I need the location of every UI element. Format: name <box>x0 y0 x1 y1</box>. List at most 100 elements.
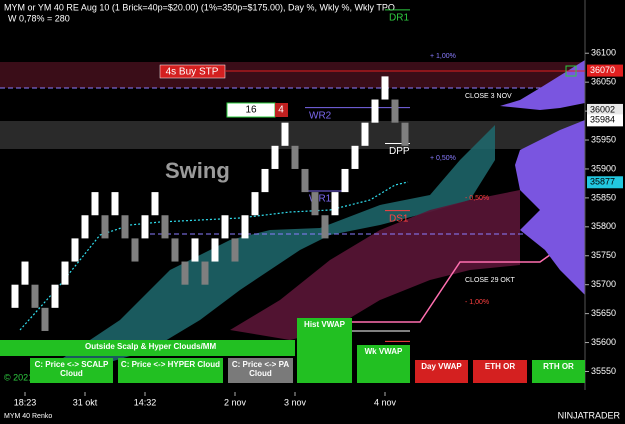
brick <box>91 192 99 216</box>
price-marker <box>587 64 623 77</box>
volume-profile <box>515 120 585 295</box>
swing-label: Swing <box>165 158 230 183</box>
x-tick-label: 4 nov <box>374 397 397 407</box>
brick <box>81 215 89 239</box>
brick <box>21 261 29 285</box>
brick <box>391 99 399 123</box>
price-marker <box>587 103 623 116</box>
pct-label: + 0,50% <box>430 155 456 162</box>
brick <box>251 192 259 216</box>
brick <box>71 238 79 262</box>
brick <box>61 261 69 285</box>
pct-label: + 1,00% <box>430 53 456 60</box>
brick <box>51 284 59 308</box>
close-label: CLOSE 29 OKT <box>465 277 516 284</box>
price-marker-label: 36002 <box>590 104 615 114</box>
brick <box>341 168 349 193</box>
y-tick-label: 35800 <box>591 221 616 231</box>
order-label[interactable]: 4s Buy STP <box>166 67 219 78</box>
x-tick-label: 31 okt <box>73 397 98 407</box>
brand: NINJATRADER <box>558 410 621 420</box>
brick <box>261 168 269 193</box>
y-tick-label: 35750 <box>591 250 616 260</box>
button[interactable]: ETH OR <box>473 360 527 383</box>
brick <box>331 192 339 216</box>
y-tick-label: 36050 <box>591 77 616 87</box>
brick <box>181 261 189 285</box>
y-tick-label: 35550 <box>591 366 616 376</box>
brick <box>101 215 109 239</box>
y-tick-label: 35850 <box>591 192 616 202</box>
brick <box>361 122 369 146</box>
y-tick-label: 35650 <box>591 308 616 318</box>
button[interactable]: C: Price <-> SCALP Cloud <box>30 358 113 383</box>
brick <box>371 99 379 123</box>
price-marker-label: 35984 <box>590 115 615 125</box>
button[interactable]: Outside Scalp & Hyper Clouds/MM <box>0 340 295 356</box>
price-marker-label: 35877 <box>590 177 615 187</box>
qty[interactable]: 16 <box>245 105 257 116</box>
button[interactable]: RTH OR <box>532 360 585 383</box>
gray-band <box>0 121 585 149</box>
price-marker-label: 36070 <box>590 65 615 75</box>
level-label: DS1 <box>389 213 409 224</box>
close-order[interactable] <box>565 65 577 77</box>
brick <box>191 238 199 262</box>
y-tick-label: 36100 <box>591 48 616 58</box>
count[interactable]: 4 <box>278 105 284 116</box>
level-label: DR1 <box>389 12 409 23</box>
close-label: CLOSE 3 NOV <box>465 93 512 100</box>
brick <box>301 168 309 193</box>
brick <box>31 284 39 308</box>
button[interactable]: Hist VWAP <box>297 318 352 383</box>
brick <box>141 215 149 239</box>
brick <box>351 145 359 169</box>
brick <box>321 215 329 239</box>
pa-cloud <box>60 125 495 365</box>
brick <box>121 215 129 239</box>
hyper-cloud <box>230 190 520 340</box>
brick <box>171 238 179 262</box>
volume-profile <box>500 60 585 110</box>
brick <box>201 261 209 285</box>
level-label: DPP <box>389 146 410 157</box>
resistance-band <box>0 62 585 88</box>
button[interactable]: C: Price <-> PA Cloud <box>228 358 293 383</box>
brick <box>231 238 239 262</box>
title: MYM or YM 40 RE Aug 10 (1 Brick=40p=$20.… <box>4 2 395 12</box>
brick <box>11 284 19 308</box>
y-tick-label: 35700 <box>591 279 616 289</box>
brick <box>271 145 279 169</box>
subtitle: W 0,78% = 280 <box>8 13 70 23</box>
brick <box>111 192 119 216</box>
level-label: WR1 <box>309 194 332 205</box>
brick <box>151 192 159 216</box>
brick <box>241 215 249 239</box>
x-tick-label: 14:32 <box>134 397 157 407</box>
moving-average <box>19 181 409 331</box>
brick <box>291 145 299 169</box>
brick <box>131 238 139 262</box>
brick <box>221 215 229 239</box>
y-tick-label: 35900 <box>591 163 616 173</box>
brick <box>211 238 219 262</box>
price-marker <box>587 176 623 189</box>
x-tick-label: 3 nov <box>284 397 307 407</box>
button[interactable]: Wk VWAP <box>357 345 410 383</box>
brick <box>41 307 49 331</box>
y-tick-label: 35950 <box>591 134 616 144</box>
pct-label: - 1,00% <box>465 299 489 306</box>
button[interactable]: Day VWAP <box>415 360 468 383</box>
button[interactable]: C: Price <-> HYPER Cloud <box>118 358 223 383</box>
brick <box>161 215 169 239</box>
count-box[interactable] <box>275 103 288 117</box>
level-label: WR2 <box>309 110 332 121</box>
instrument: MYM 40 Renko <box>4 413 52 420</box>
brick <box>401 122 409 146</box>
x-tick-label: 2 nov <box>224 397 247 407</box>
y-tick-label: 35600 <box>591 337 616 347</box>
brick <box>381 76 389 100</box>
price-marker <box>587 114 623 127</box>
